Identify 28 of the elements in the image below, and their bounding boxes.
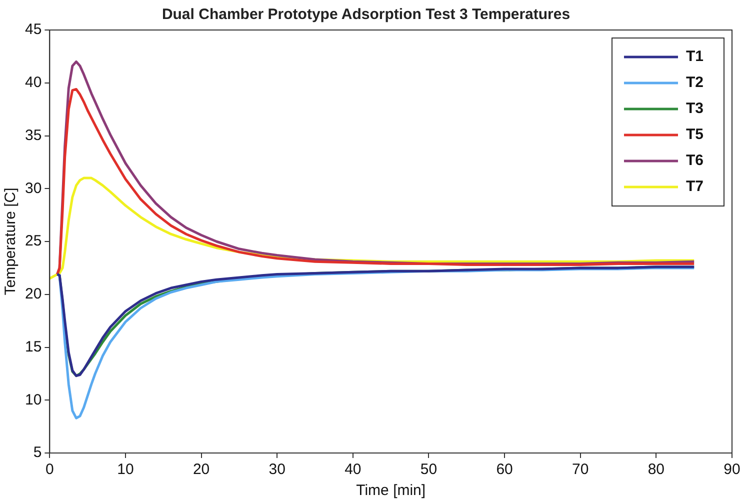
x-tick-label: 60 <box>496 461 513 478</box>
x-axis-title: Time [min] <box>356 482 426 500</box>
legend-label: T5 <box>686 126 704 144</box>
legend-label: T2 <box>686 74 704 92</box>
legend-label: T3 <box>686 100 704 118</box>
x-tick-label: 50 <box>420 461 438 478</box>
y-tick-label: 5 <box>33 444 42 462</box>
x-tick-label: 20 <box>192 461 210 478</box>
y-tick-label: 15 <box>24 338 42 356</box>
x-tick-label: 40 <box>344 461 362 478</box>
y-tick-label: 35 <box>24 126 42 144</box>
x-tick-label: 90 <box>724 461 740 478</box>
y-tick-label: 45 <box>24 21 42 38</box>
y-tick-label: 30 <box>24 180 42 197</box>
y-tick-label: 40 <box>24 74 42 92</box>
x-tick-label: 0 <box>46 461 54 478</box>
legend-label: T1 <box>686 48 704 66</box>
y-axis-title: Temperature [C] <box>2 188 20 296</box>
y-tick-label: 20 <box>24 286 42 303</box>
x-tick-label: 80 <box>648 461 665 478</box>
x-tick-label: 10 <box>117 461 134 478</box>
legend-label: T7 <box>686 178 704 196</box>
chart-title: Dual Chamber Prototype Adsorption Test 3 Temperatures <box>162 6 570 24</box>
legend-label: T6 <box>686 152 704 170</box>
x-tick-label: 70 <box>572 461 589 478</box>
y-tick-label: 25 <box>24 232 42 250</box>
x-tick-label: 30 <box>268 461 286 478</box>
y-tick-label: 10 <box>24 391 42 408</box>
